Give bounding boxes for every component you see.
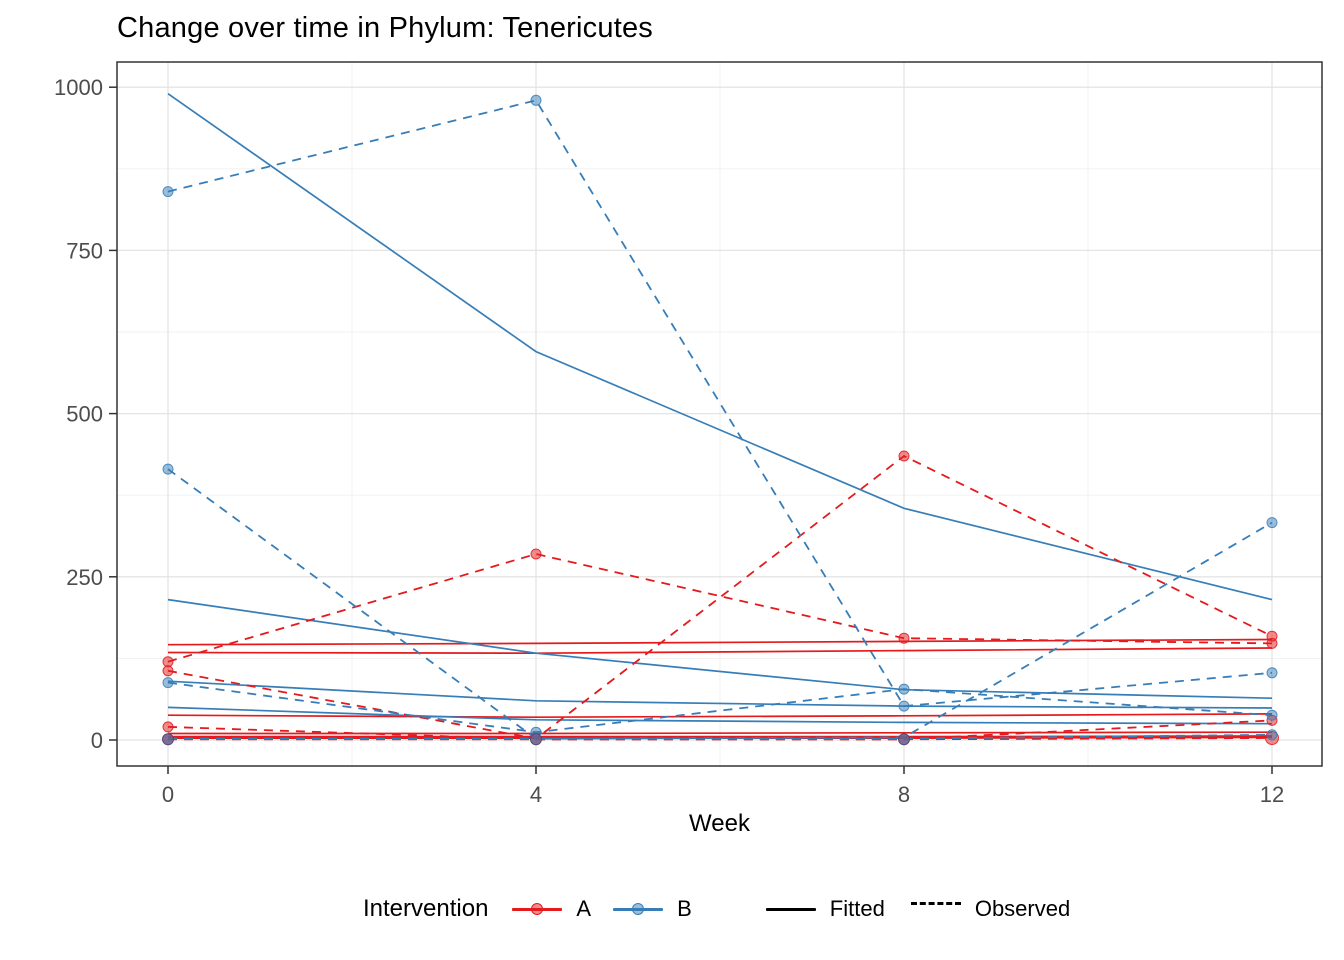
data-point-B-observed-2 [1266, 517, 1278, 529]
data-point-B-observed-3 [898, 683, 910, 695]
line-chart-canvas: 0 4 8 12 0 250 500 750 1000 [54, 61, 1323, 807]
data-point-A-observed-1 [162, 656, 174, 668]
series-line-B-fitted-2 [167, 598, 1273, 700]
legend-label-A: A [576, 896, 592, 921]
series-line-A-observed-1 [167, 553, 1273, 663]
data-point-overlap [530, 733, 542, 746]
x-axis-title: Week [689, 810, 750, 837]
data-point-B-observed-3 [1266, 709, 1278, 721]
series-line-B-fitted-3 [167, 680, 1273, 709]
legend-key-A [512, 896, 563, 922]
data-point-overlap [898, 733, 910, 746]
series-line-B-observed-4 [168, 733, 1273, 740]
legend-key-fitted-line [765, 908, 816, 911]
y-tick-label: 0 [91, 728, 103, 753]
data-point-A-observed-2 [898, 450, 910, 462]
data-point-A-observed-1 [898, 632, 910, 644]
x-tick-label: 0 [162, 782, 174, 807]
data-point-B-observed-1 [162, 186, 174, 198]
legend-key-A-point [531, 903, 544, 915]
data-point-B-observed-1 [1266, 667, 1278, 679]
legend-title: Intervention [363, 895, 489, 922]
legend-key-fitted [765, 896, 816, 922]
series-line-B-observed-1 [167, 99, 1273, 708]
legend-key-observed-line [910, 902, 961, 905]
data-point-A-observed-2 [162, 665, 174, 677]
x-tick-label: 4 [530, 782, 542, 807]
y-tick-label: 1000 [54, 75, 103, 100]
data-point-B-observed-3 [162, 677, 174, 689]
chart-title: Change over time in Phylum: Tenericutes [117, 12, 653, 44]
y-tick-label: 500 [66, 402, 103, 427]
legend-key-B-point [632, 903, 645, 915]
series-line-A-observed-2 [167, 454, 1273, 740]
legend-key-observed [910, 896, 961, 922]
legend-label-B: B [677, 896, 692, 921]
series-line-A-fitted-3 [167, 713, 1273, 719]
data-point-overlap [162, 733, 174, 746]
data-point-A-observed-3 [162, 721, 174, 733]
legend-label-fitted: Fitted [829, 896, 885, 921]
series-line-B-fitted-1 [167, 93, 1273, 601]
legend-key-B [613, 896, 664, 922]
data-point-A-observed-2 [1266, 630, 1278, 642]
series-line-B-fitted-4 [167, 706, 1273, 725]
x-tick-label: 8 [898, 782, 910, 807]
y-tick-label: 250 [66, 565, 103, 590]
series-line-A-fitted-2 [167, 647, 1273, 655]
x-tick-label: 12 [1260, 782, 1284, 807]
data-point-A-observed-1 [530, 548, 542, 560]
data-point-B-observed-2 [162, 463, 174, 475]
data-point-B-observed-4 [1266, 729, 1278, 741]
data-point-B-observed-1 [898, 700, 910, 712]
data-point-B-observed-1 [530, 94, 542, 106]
legend-label-observed: Observed [974, 896, 1071, 921]
y-tick-label: 750 [66, 238, 103, 263]
chart-legend: Intervention A B Fitted Observed [363, 893, 1070, 925]
